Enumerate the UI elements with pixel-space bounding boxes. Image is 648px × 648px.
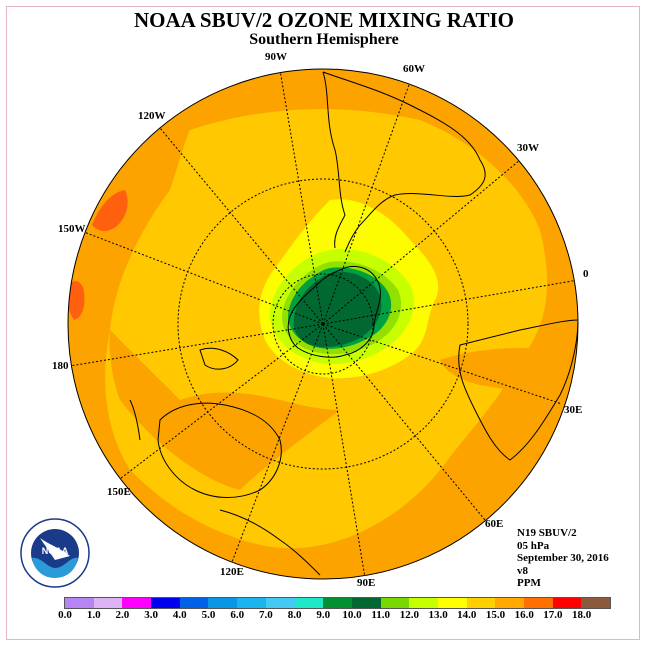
colorbar bbox=[64, 597, 612, 609]
colorbar-tick-label: 2.0 bbox=[115, 609, 130, 621]
colorbar-tick-label: 10.0 bbox=[342, 609, 362, 621]
colorbar-ticks: 0.0 1.0 2.0 3.0 4.0 5.0 6.0 7.0 8.0 9.0 10.0 11.0 12… bbox=[0, 609, 648, 623]
colorbar-segment bbox=[409, 598, 438, 608]
colorbar-tick-label: 3.0 bbox=[144, 609, 158, 621]
colorbar-tick-label: 14.0 bbox=[457, 609, 477, 621]
ozone-band-orange-inner bbox=[109, 330, 341, 490]
colorbar-tick-label: 8.0 bbox=[287, 609, 302, 621]
colorbar-tick-label: 15.0 bbox=[485, 609, 506, 621]
coastlines bbox=[129, 71, 578, 576]
lon-label-30w: 30W bbox=[517, 142, 539, 154]
colorbar-segment bbox=[581, 598, 611, 608]
noaa-logo-icon: NOAA bbox=[20, 518, 90, 588]
colorbar-segment bbox=[524, 598, 553, 608]
info-units: PPM bbox=[517, 577, 541, 589]
info-date: September 30, 2016 bbox=[517, 552, 609, 564]
info-level: 05 hPa bbox=[517, 539, 550, 552]
lon-label-0: 0 bbox=[583, 268, 589, 280]
colorbar-segment bbox=[466, 598, 496, 608]
lon-label-90w: 90W bbox=[265, 51, 287, 63]
info-version: v8 bbox=[517, 564, 528, 577]
colorbar-segment bbox=[151, 598, 180, 608]
colorbar-tick-label: 12.0 bbox=[399, 609, 420, 621]
ozone-band-red-orange-2 bbox=[68, 280, 85, 320]
colorbar-tick-label: 17.0 bbox=[543, 609, 563, 621]
colorbar-tick-label: 4.0 bbox=[172, 609, 187, 621]
ozone-band-dark-green bbox=[293, 271, 382, 348]
page-subtitle: Southern Hemisphere bbox=[249, 31, 399, 48]
colorbar-tick-label: 9.0 bbox=[316, 609, 331, 621]
info-instrument: N19 SBUV/2 bbox=[517, 527, 577, 539]
map-border bbox=[67, 68, 579, 580]
colorbar-tick-label: 18.0 bbox=[571, 609, 592, 621]
info-panel: N19 SBUV/2 05 hPa September 30, 2016 v8 … bbox=[517, 527, 609, 590]
noaa-logo-text: NOAA bbox=[42, 546, 69, 556]
colorbar-tick-label: 11.0 bbox=[371, 609, 391, 621]
colorbar-tick-label: 16.0 bbox=[514, 609, 534, 621]
colorbar-tick-label: 0.0 bbox=[58, 609, 72, 621]
lon-label-150e: 150E bbox=[107, 486, 131, 498]
colorbar-segment bbox=[495, 598, 524, 608]
colorbar-segment bbox=[351, 598, 381, 608]
colorbar-segment bbox=[294, 598, 324, 608]
colorbar-segment bbox=[65, 598, 94, 608]
page-title: NOAA SBUV/2 OZONE MIXING RATIO bbox=[134, 8, 514, 32]
figure-frame bbox=[6, 6, 640, 640]
colorbar-segment bbox=[380, 598, 410, 608]
lon-label-120e: 120E bbox=[220, 566, 244, 578]
colorbar-tick-label: 5.0 bbox=[201, 609, 216, 621]
ozone-band-red-orange bbox=[92, 190, 128, 232]
colorbar-tick-label: 6.0 bbox=[230, 609, 245, 621]
lon-label-180: 180 bbox=[52, 360, 69, 372]
lon-label-60e: 60E bbox=[485, 518, 504, 530]
colorbar-segment bbox=[265, 598, 295, 608]
lon-label-120w: 120W bbox=[138, 110, 166, 122]
colorbar-tick-label: 1.0 bbox=[86, 609, 101, 621]
colorbar-segment bbox=[93, 598, 123, 608]
lon-label-90e: 90E bbox=[357, 577, 376, 589]
colorbar-segment bbox=[122, 598, 152, 608]
colorbar-segment bbox=[323, 598, 352, 608]
colorbar-segment bbox=[552, 598, 582, 608]
lon-label-150w: 150W bbox=[58, 223, 86, 235]
lon-label-60w: 60W bbox=[403, 63, 425, 75]
colorbar-segment bbox=[237, 598, 266, 608]
ozone-band-orange-east bbox=[440, 348, 573, 400]
colorbar-segment bbox=[437, 598, 467, 608]
colorbar-tick-label: 13.0 bbox=[428, 609, 448, 621]
colorbar-segment bbox=[179, 598, 209, 608]
graticule bbox=[69, 69, 578, 579]
colorbar-segment bbox=[208, 598, 238, 608]
lon-label-30e: 30E bbox=[564, 404, 583, 416]
colorbar-tick-label: 7.0 bbox=[259, 609, 273, 621]
